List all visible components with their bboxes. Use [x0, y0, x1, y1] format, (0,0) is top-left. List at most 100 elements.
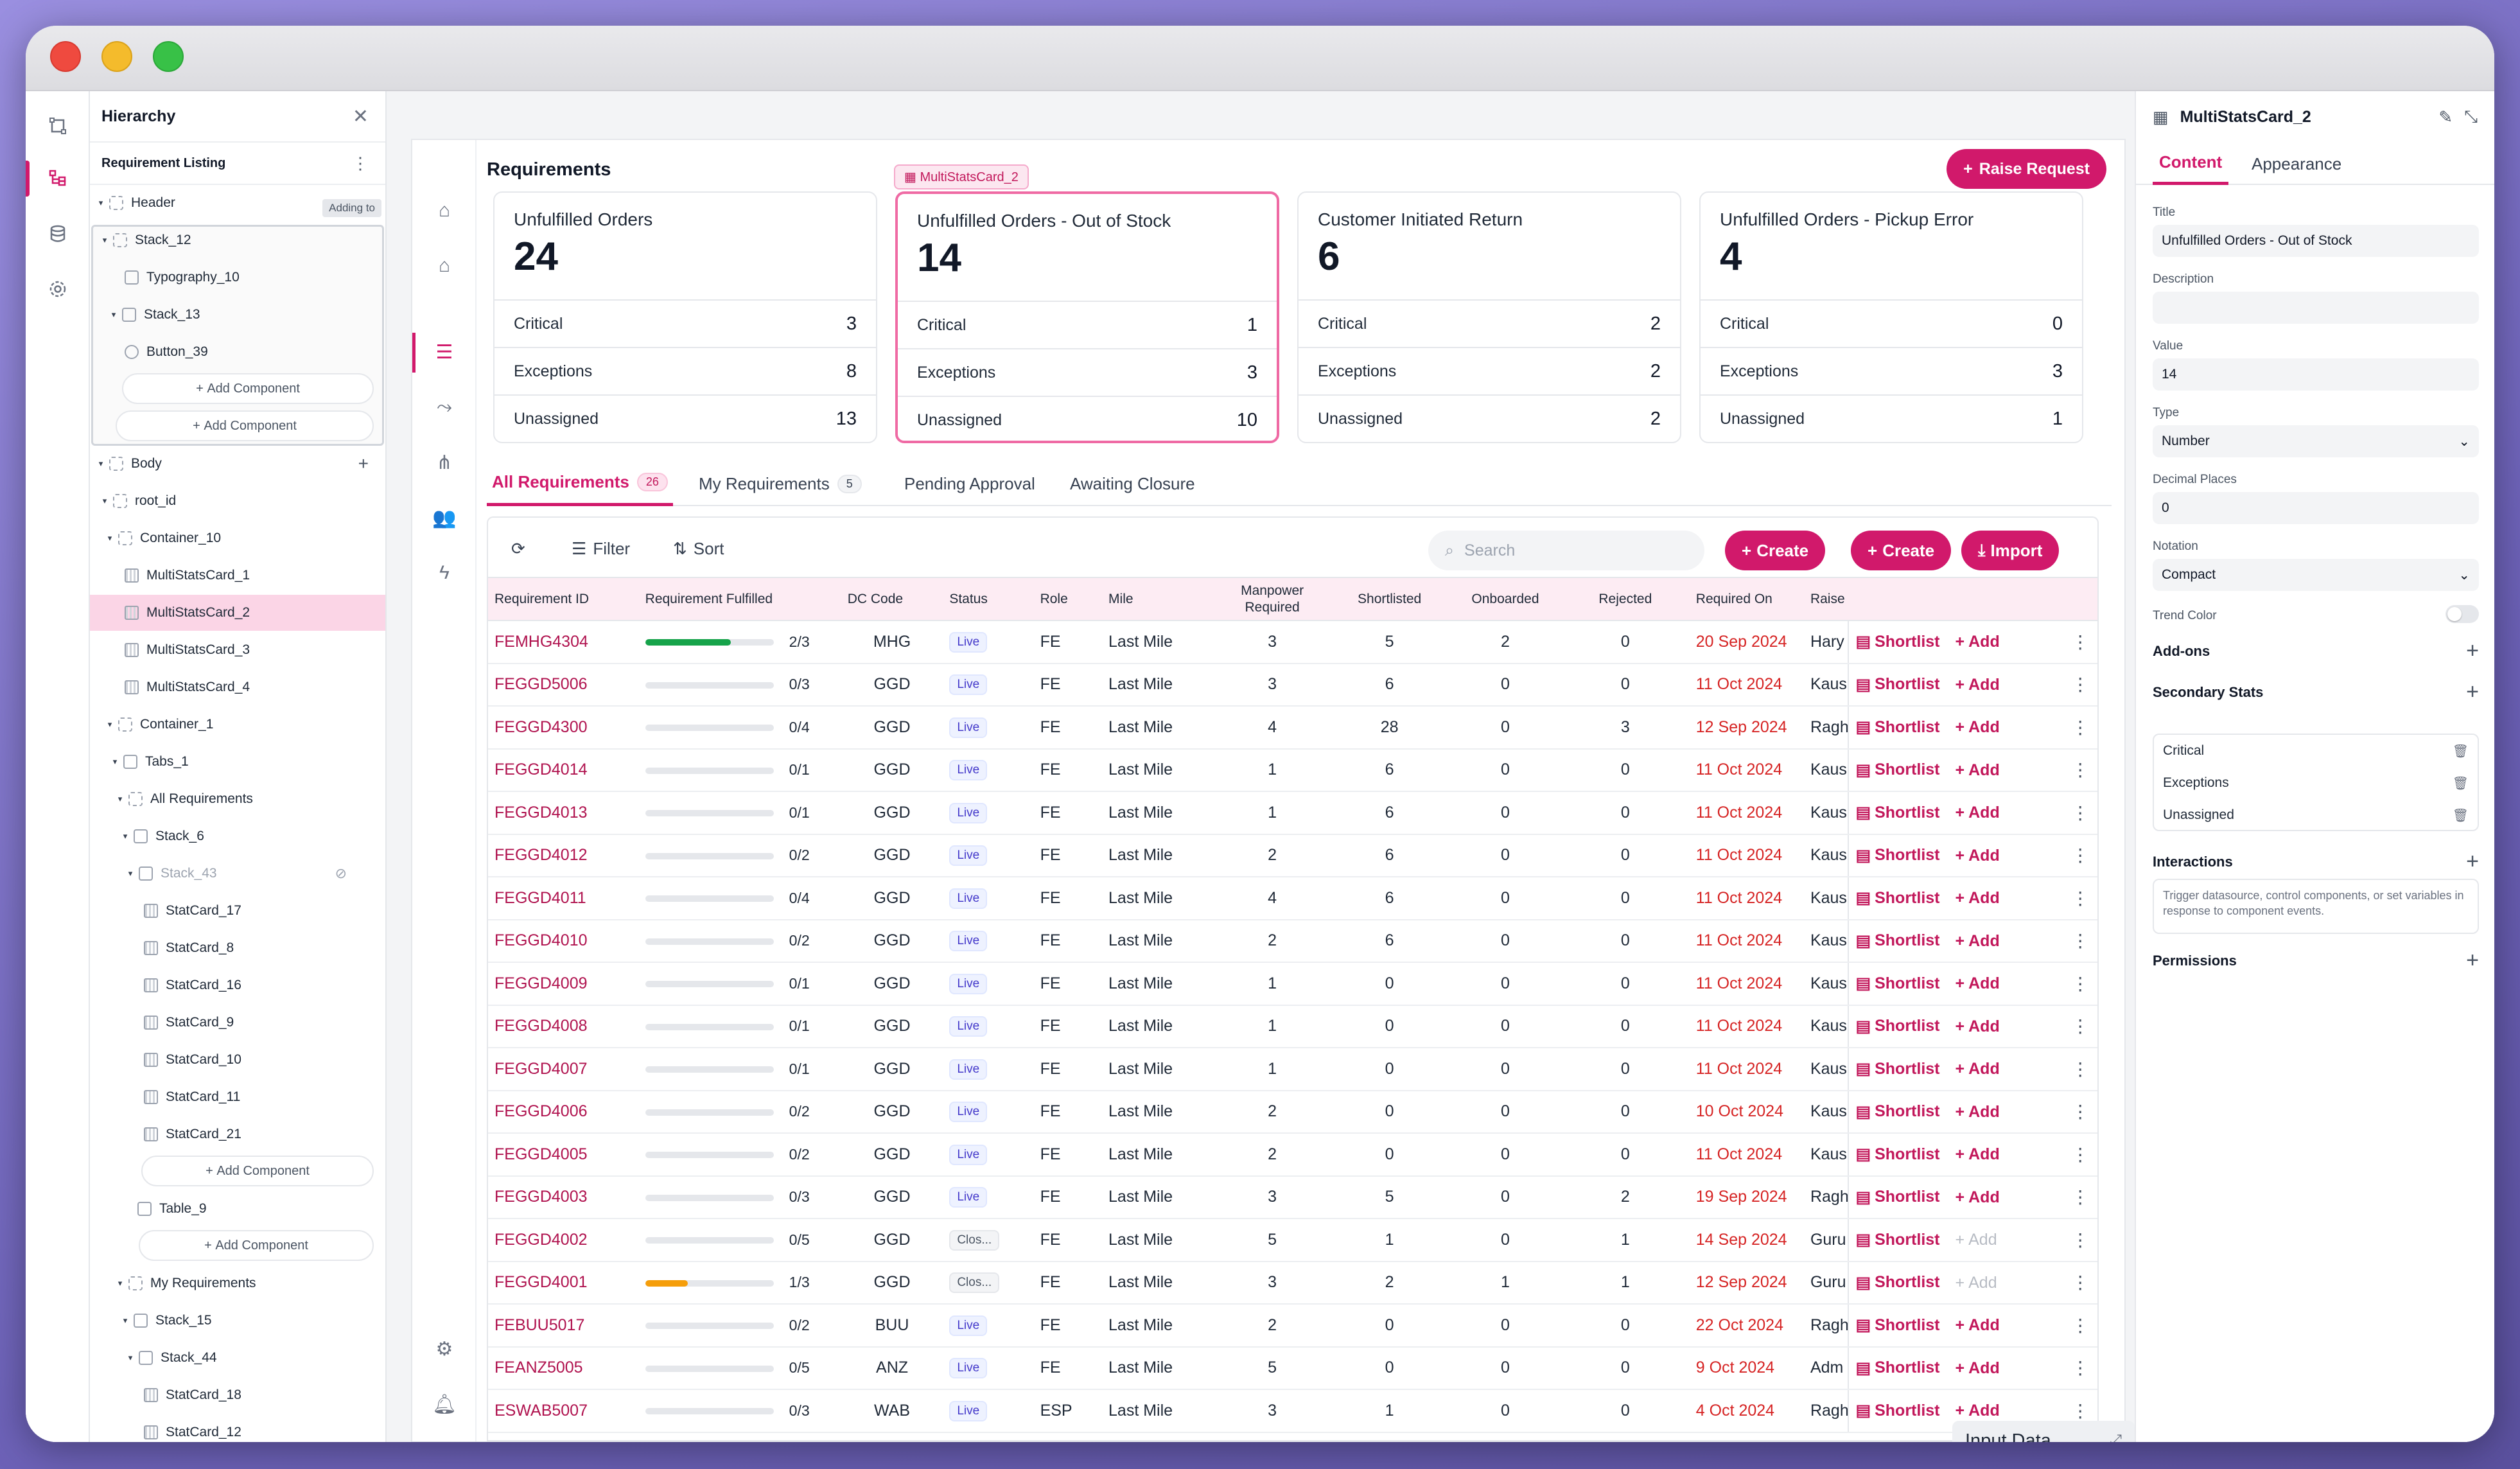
more-vertical-icon[interactable]: ⋮	[2058, 791, 2097, 835]
route-icon[interactable]: ⤳	[437, 396, 452, 418]
add-button[interactable]: + Add	[1955, 675, 2000, 694]
column-header[interactable]: Role	[1033, 578, 1103, 621]
table-row[interactable]: FEBUU5017 0/2 BUU Live FE Last Mile 2 0 0 0 22 Oct…	[488, 1304, 2097, 1348]
more-vertical-icon[interactable]: ⋮	[2058, 620, 2097, 664]
requirement-id-link[interactable]: FEGGD4012	[488, 834, 639, 877]
shortlist-button[interactable]: ▤ Shortlist	[1855, 717, 1940, 737]
more-vertical-icon[interactable]: ⋮	[2058, 1175, 2097, 1219]
tree-node-stack-43[interactable]: ▾ Stack_43 ⊘	[128, 865, 347, 881]
column-header[interactable]: Rejected	[1561, 578, 1690, 621]
tree-node-typography-10[interactable]: Typography_10	[90, 259, 385, 295]
column-header[interactable]: Mile	[1102, 578, 1216, 621]
add-button[interactable]: + Add	[1955, 1102, 2000, 1121]
refresh-icon[interactable]: ⟳	[511, 538, 525, 558]
shortlist-button[interactable]: ▤ Shortlist	[1855, 1145, 1940, 1164]
requirement-id-link[interactable]: FEGGD4014	[488, 748, 639, 792]
tree-node-stack-6[interactable]: ▾ Stack_6	[123, 829, 204, 843]
tree-node-stack-13[interactable]: ▾ Stack_13	[111, 307, 200, 322]
shortlist-button[interactable]: ▤ Shortlist	[1855, 632, 1940, 651]
trash-icon[interactable]: 🗑︎	[2452, 808, 2469, 823]
more-vertical-icon[interactable]: ⋮	[2058, 1090, 2097, 1134]
more-vertical-icon[interactable]: ⋮	[2058, 1005, 2097, 1048]
more-vertical-icon[interactable]: ⋮	[2058, 1133, 2097, 1177]
requirement-id-link[interactable]: FEGGD4002	[488, 1218, 639, 1262]
tree-node-all-requirements[interactable]: ▾ All Requirements	[118, 791, 253, 806]
value-field[interactable]: 14	[2153, 358, 2479, 391]
tab-content[interactable]: Content	[2153, 143, 2229, 185]
table-row[interactable]: FEGGD4012 0/2 GGD Live FE Last Mile 2 6 0 0 11 Oct…	[488, 834, 2097, 877]
notation-select[interactable]: Compact ⌄	[2153, 559, 2479, 591]
minimize-window-button[interactable]	[101, 41, 132, 72]
shortlist-button[interactable]: ▤ Shortlist	[1855, 1401, 1940, 1420]
stat-card[interactable]: Unfulfilled Orders 24 Critical 3 Exceptions 8…	[493, 191, 877, 443]
shortlist-button[interactable]: ▤ Shortlist	[1855, 675, 1940, 694]
database-icon[interactable]	[42, 218, 73, 249]
tree-node-statcard-18[interactable]: StatCard_18	[90, 1377, 385, 1413]
tree-node-multistatscard-2[interactable]: MultiStatsCard_2	[90, 595, 385, 631]
close-window-button[interactable]	[50, 41, 81, 72]
settings-gear-icon[interactable]: ⚙	[435, 1338, 453, 1360]
table-row[interactable]: FEGGD4013 0/1 GGD Live FE Last Mile 1 6 0 0 11 Oct…	[488, 791, 2097, 835]
requirement-id-link[interactable]: FEGGD4006	[488, 1090, 639, 1134]
stat-card[interactable]: Unfulfilled Orders - Pickup Error 4 Critic…	[1699, 191, 2083, 443]
requirement-id-link[interactable]: FEGGD4300	[488, 706, 639, 750]
home-icon[interactable]: ⌂	[438, 255, 451, 276]
shortlist-button[interactable]: ▤ Shortlist	[1855, 1315, 1940, 1335]
column-header[interactable]: Requirement ID	[488, 578, 639, 621]
tree-node-container-1[interactable]: ▾ Container_1	[107, 717, 214, 732]
add-button[interactable]: + Add	[1955, 1145, 2000, 1164]
table-row[interactable]: FEGGD4006 0/2 GGD Live FE Last Mile 2 0 0 0 10 Oct…	[488, 1090, 2097, 1134]
close-icon[interactable]: ✕	[352, 105, 369, 127]
requirement-id-link[interactable]: FEGGD4001	[488, 1261, 639, 1305]
requirement-id-link[interactable]: FEBUU5017	[488, 1304, 639, 1348]
add-button[interactable]: + Add	[1955, 1060, 2000, 1078]
tree-node-stack-15[interactable]: ▾ Stack_15	[123, 1313, 212, 1328]
tree-node-statcard-12[interactable]: StatCard_12	[90, 1414, 385, 1442]
tab-my-requirements[interactable]: My Requirements 5	[699, 461, 862, 506]
tree-node-multistatscard-1[interactable]: MultiStatsCard_1	[90, 558, 385, 594]
column-header[interactable]: Manpower Required	[1215, 578, 1330, 621]
sort-button[interactable]: ⇅ Sort	[673, 538, 724, 558]
table-row[interactable]: FEGGD4007 0/1 GGD Live FE Last Mile 1 0 0 0 11 Oct…	[488, 1048, 2097, 1091]
tree-node-container-10[interactable]: ▾ Container_10	[107, 531, 222, 545]
add-button[interactable]: + Add	[1955, 718, 2000, 737]
title-field[interactable]: Unfulfilled Orders - Out of Stock	[2153, 225, 2479, 257]
home-icon[interactable]: ⌂	[438, 200, 451, 221]
shortlist-button[interactable]: ▤ Shortlist	[1855, 1273, 1940, 1292]
more-vertical-icon[interactable]: ⋮	[2058, 1048, 2097, 1091]
table-row[interactable]: FEGGD4010 0/2 GGD Live FE Last Mile 2 6 0 0 11 Oct…	[488, 919, 2097, 963]
shortlist-button[interactable]: ▤ Shortlist	[1855, 1188, 1940, 1206]
add-button[interactable]: + Add	[1955, 1017, 2000, 1035]
add-button[interactable]: + Add	[1955, 974, 2000, 993]
trend-color-toggle[interactable]	[2446, 605, 2479, 623]
type-select[interactable]: Number ⌄	[2153, 425, 2479, 457]
more-vertical-icon[interactable]: ⋮	[2058, 1261, 2097, 1305]
more-vertical-icon[interactable]: ⋮	[2058, 919, 2097, 963]
more-vertical-icon[interactable]: ⋮	[2058, 1346, 2097, 1390]
more-vertical-icon[interactable]: ⋮	[352, 153, 369, 173]
column-header[interactable]: Raise	[1803, 578, 1849, 621]
requirement-id-link[interactable]: ESWAB5007	[488, 1389, 639, 1433]
decimal-places-field[interactable]: 0	[2153, 492, 2479, 524]
table-row[interactable]: FEGGD4300 0/4 GGD Live FE Last Mile 4 28 0 3 12 Se…	[488, 706, 2097, 750]
column-header[interactable]: Status	[943, 578, 1034, 621]
table-row[interactable]: FEGGD4009 0/1 GGD Live FE Last Mile 1 0 0 0 11 Oct…	[488, 962, 2097, 1006]
column-header[interactable]: DC Code	[841, 578, 943, 621]
secondary-stat-item[interactable]: Critical 🗑︎	[2163, 743, 2469, 759]
add-button[interactable]: + Add	[1955, 633, 2000, 651]
add-button[interactable]: + Add	[1955, 931, 2000, 950]
tree-node-my-requirements[interactable]: ▾ My Requirements	[118, 1276, 256, 1290]
add-icon[interactable]: +	[2466, 680, 2479, 704]
bell-icon[interactable]: 🔔︎	[432, 1393, 457, 1415]
tree-node-stack-12[interactable]: ▾ Stack_12	[102, 233, 191, 247]
add-component-button[interactable]: + Add Component	[139, 1230, 374, 1261]
tree-node-statcard-17[interactable]: StatCard_17	[90, 893, 385, 929]
shortlist-button[interactable]: ▤ Shortlist	[1855, 974, 1940, 993]
column-header[interactable]: Requirement Fulfilled	[638, 578, 841, 621]
secondary-stat-item[interactable]: Unassigned 🗑︎	[2163, 807, 2469, 823]
frame-icon[interactable]	[42, 110, 73, 141]
add-button[interactable]: + Add	[1955, 1188, 2000, 1206]
more-vertical-icon[interactable]: ⋮	[2058, 1218, 2097, 1262]
edit-pencil-icon[interactable]: ✎	[2438, 107, 2453, 127]
tree-node-multistatscard-3[interactable]: MultiStatsCard_3	[90, 632, 385, 668]
